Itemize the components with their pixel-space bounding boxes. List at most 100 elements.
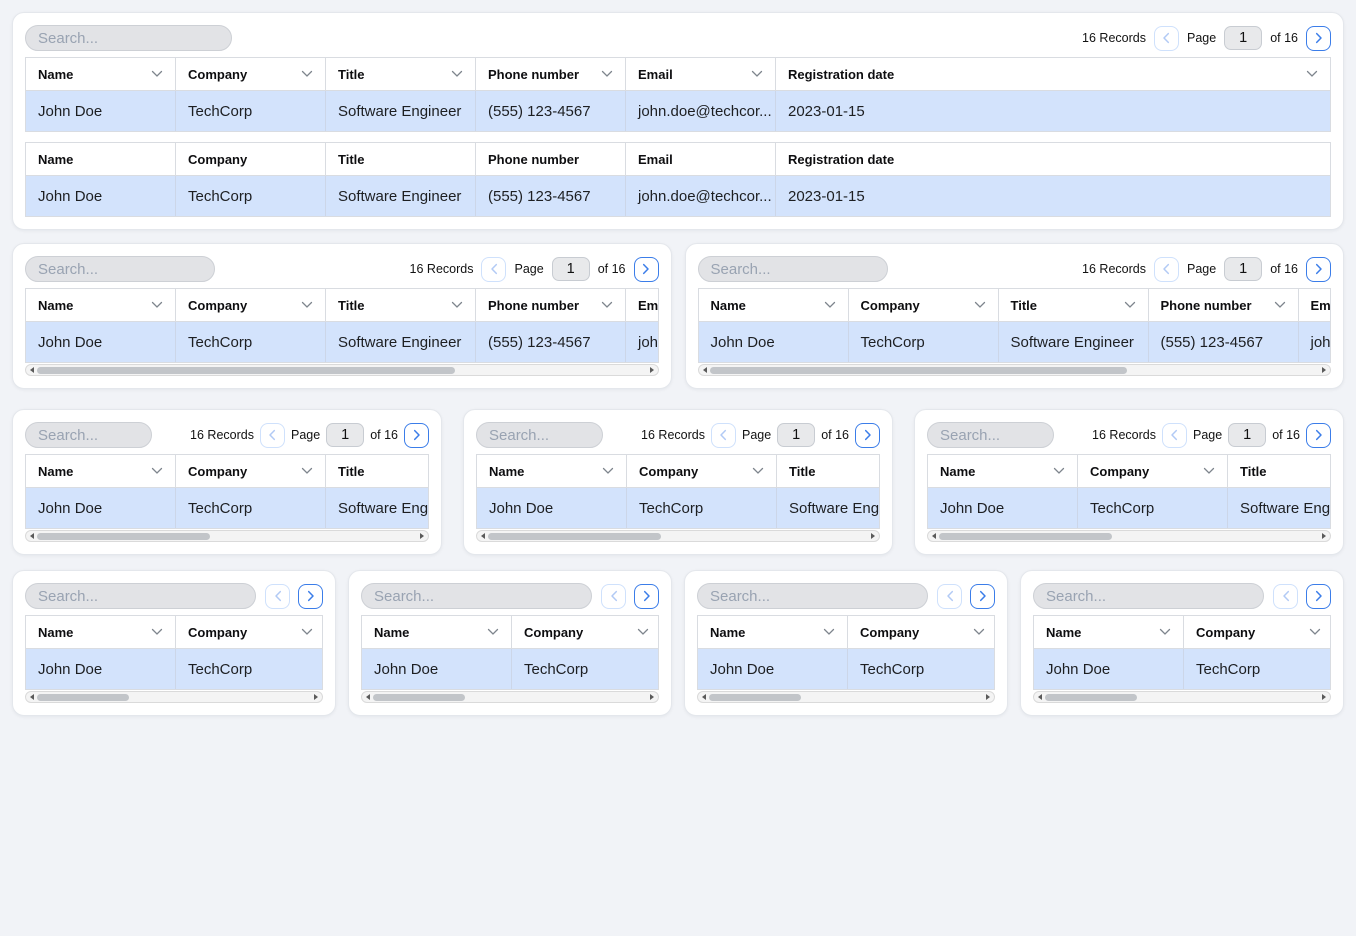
column-header-email[interactable]: Email	[626, 289, 658, 321]
scroll-right-arrow-icon[interactable]	[649, 367, 654, 373]
horizontal-scrollbar[interactable]	[697, 364, 1331, 376]
scroll-right-arrow-icon[interactable]	[1322, 367, 1326, 373]
column-header-title[interactable]: Title	[326, 289, 476, 321]
scroll-right-arrow-icon[interactable]	[1322, 694, 1326, 700]
table-row[interactable]: John Doe TechCorp Software Engineer (555…	[25, 176, 1331, 217]
horizontal-scrollbar[interactable]	[927, 530, 1331, 542]
column-header-name[interactable]: Name	[26, 58, 176, 90]
horizontal-scrollbar[interactable]	[25, 691, 323, 703]
next-page-button[interactable]	[1306, 583, 1331, 609]
column-header-company[interactable]: Company	[176, 455, 326, 487]
search-input[interactable]	[25, 256, 215, 282]
column-header-company[interactable]: Company	[1078, 455, 1228, 487]
table-row[interactable]: John Doe TechCorp Software Engineer (555…	[697, 649, 994, 690]
next-page-button[interactable]	[1306, 256, 1331, 282]
scroll-right-arrow-icon[interactable]	[420, 533, 424, 539]
column-header-name[interactable]: Name	[26, 455, 176, 487]
prev-page-button[interactable]	[601, 583, 626, 609]
table-row[interactable]: John Doe TechCorp Software Engineer (555…	[476, 488, 879, 529]
column-header-title[interactable]: Title	[326, 455, 428, 487]
column-header-name[interactable]: Name	[928, 455, 1078, 487]
scrollbar-thumb[interactable]	[709, 366, 1128, 374]
column-header-name[interactable]: Name	[1034, 616, 1184, 648]
search-input[interactable]	[25, 583, 256, 609]
prev-page-button[interactable]	[481, 256, 507, 282]
search-input[interactable]	[25, 422, 152, 448]
next-page-button[interactable]	[970, 583, 995, 609]
prev-page-button[interactable]	[259, 422, 285, 448]
column-header-company[interactable]: Company	[849, 289, 999, 321]
column-header-name[interactable]: Name	[26, 289, 176, 321]
scroll-left-arrow-icon[interactable]	[702, 694, 706, 700]
next-page-button[interactable]	[634, 583, 659, 609]
page-number-input[interactable]	[1224, 26, 1263, 50]
column-header-title[interactable]: Title	[1228, 455, 1330, 487]
column-header-company[interactable]: Company	[176, 58, 326, 90]
column-header-phone-number[interactable]: Phone number	[476, 58, 626, 90]
column-header-name[interactable]: Name	[477, 455, 627, 487]
prev-page-button[interactable]	[265, 583, 290, 609]
page-number-input[interactable]	[551, 257, 590, 281]
scroll-right-arrow-icon[interactable]	[650, 694, 654, 700]
column-header-title[interactable]: Title	[999, 289, 1149, 321]
scrollbar-thumb[interactable]	[37, 532, 211, 540]
scroll-left-arrow-icon[interactable]	[1038, 694, 1042, 700]
column-header-email[interactable]: Email	[626, 58, 776, 90]
table-row[interactable]: John Doe TechCorp Software Engineer (555…	[25, 488, 428, 529]
column-header-title[interactable]: Title	[777, 455, 879, 487]
scrollbar-thumb[interactable]	[939, 532, 1113, 540]
search-input[interactable]	[697, 256, 888, 282]
next-page-button[interactable]	[633, 256, 659, 282]
scroll-right-arrow-icon[interactable]	[1322, 533, 1326, 539]
column-header-name[interactable]: Name	[698, 616, 848, 648]
scrollbar-thumb[interactable]	[37, 693, 130, 701]
search-input[interactable]	[927, 422, 1054, 448]
column-header-registration-date[interactable]: Registration date	[776, 58, 1330, 90]
prev-page-button[interactable]	[710, 422, 736, 448]
column-header-phone-number[interactable]: Phone number	[476, 289, 626, 321]
scrollbar-thumb[interactable]	[373, 693, 466, 701]
search-input[interactable]	[361, 583, 592, 609]
next-page-button[interactable]	[298, 583, 323, 609]
table-row[interactable]: John Doe TechCorp Software Engineer (555…	[361, 649, 658, 690]
column-header-name[interactable]: Name	[26, 616, 176, 648]
table-row[interactable]: John Doe TechCorp Software Engineer (555…	[1033, 649, 1330, 690]
scroll-left-arrow-icon[interactable]	[481, 533, 485, 539]
horizontal-scrollbar[interactable]	[25, 530, 429, 542]
search-input[interactable]	[1033, 583, 1264, 609]
table-row[interactable]: John Doe TechCorp Software Engineer (555…	[25, 649, 322, 690]
column-header-title[interactable]: Title	[326, 58, 476, 90]
scroll-left-arrow-icon[interactable]	[30, 694, 34, 700]
next-page-button[interactable]	[855, 422, 880, 448]
horizontal-scrollbar[interactable]	[476, 530, 880, 542]
column-header-phone-number[interactable]: Phone number	[1149, 289, 1299, 321]
next-page-button[interactable]	[404, 422, 429, 448]
prev-page-button[interactable]	[937, 583, 962, 609]
column-header-company[interactable]: Company	[176, 616, 322, 648]
page-number-input[interactable]	[326, 423, 365, 447]
search-input[interactable]	[25, 25, 232, 51]
prev-page-button[interactable]	[1161, 422, 1187, 448]
column-header-company[interactable]: Company	[512, 616, 658, 648]
table-row[interactable]: John Doe TechCorp Software Engineer (555…	[927, 488, 1330, 529]
table-row[interactable]: John Doe TechCorp Software Engineer (555…	[697, 322, 1331, 363]
scroll-right-arrow-icon[interactable]	[871, 533, 875, 539]
page-number-input[interactable]	[777, 423, 816, 447]
horizontal-scrollbar[interactable]	[1033, 691, 1331, 703]
page-number-input[interactable]	[1228, 423, 1267, 447]
page-number-input[interactable]	[1224, 257, 1263, 281]
prev-page-button[interactable]	[1153, 25, 1179, 51]
next-page-button[interactable]	[1306, 422, 1331, 448]
table-row[interactable]: John Doe TechCorp Software Engineer (555…	[25, 322, 658, 363]
next-page-button[interactable]	[1306, 25, 1331, 51]
scrollbar-thumb[interactable]	[1045, 693, 1138, 701]
search-input[interactable]	[697, 583, 928, 609]
horizontal-scrollbar[interactable]	[697, 691, 995, 703]
prev-page-button[interactable]	[1153, 256, 1179, 282]
horizontal-scrollbar[interactable]	[25, 364, 659, 376]
scroll-right-arrow-icon[interactable]	[986, 694, 990, 700]
scrollbar-thumb[interactable]	[37, 366, 455, 374]
scrollbar-thumb[interactable]	[488, 532, 662, 540]
scroll-left-arrow-icon[interactable]	[702, 367, 707, 373]
scroll-left-arrow-icon[interactable]	[30, 367, 34, 373]
